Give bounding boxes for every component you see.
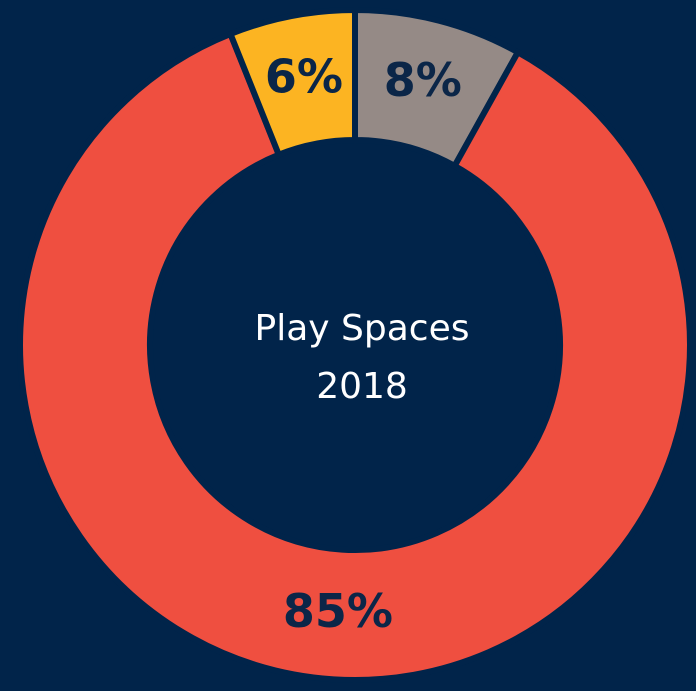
chart-title: Play Spaces bbox=[255, 308, 470, 349]
donut-slice bbox=[226, 6, 358, 159]
donut-slice bbox=[17, 30, 693, 683]
chart-subtitle: 2018 bbox=[316, 366, 408, 407]
value-label: 6% bbox=[265, 49, 343, 103]
value-label: 85% bbox=[283, 584, 393, 638]
value-label: 8% bbox=[384, 53, 462, 107]
